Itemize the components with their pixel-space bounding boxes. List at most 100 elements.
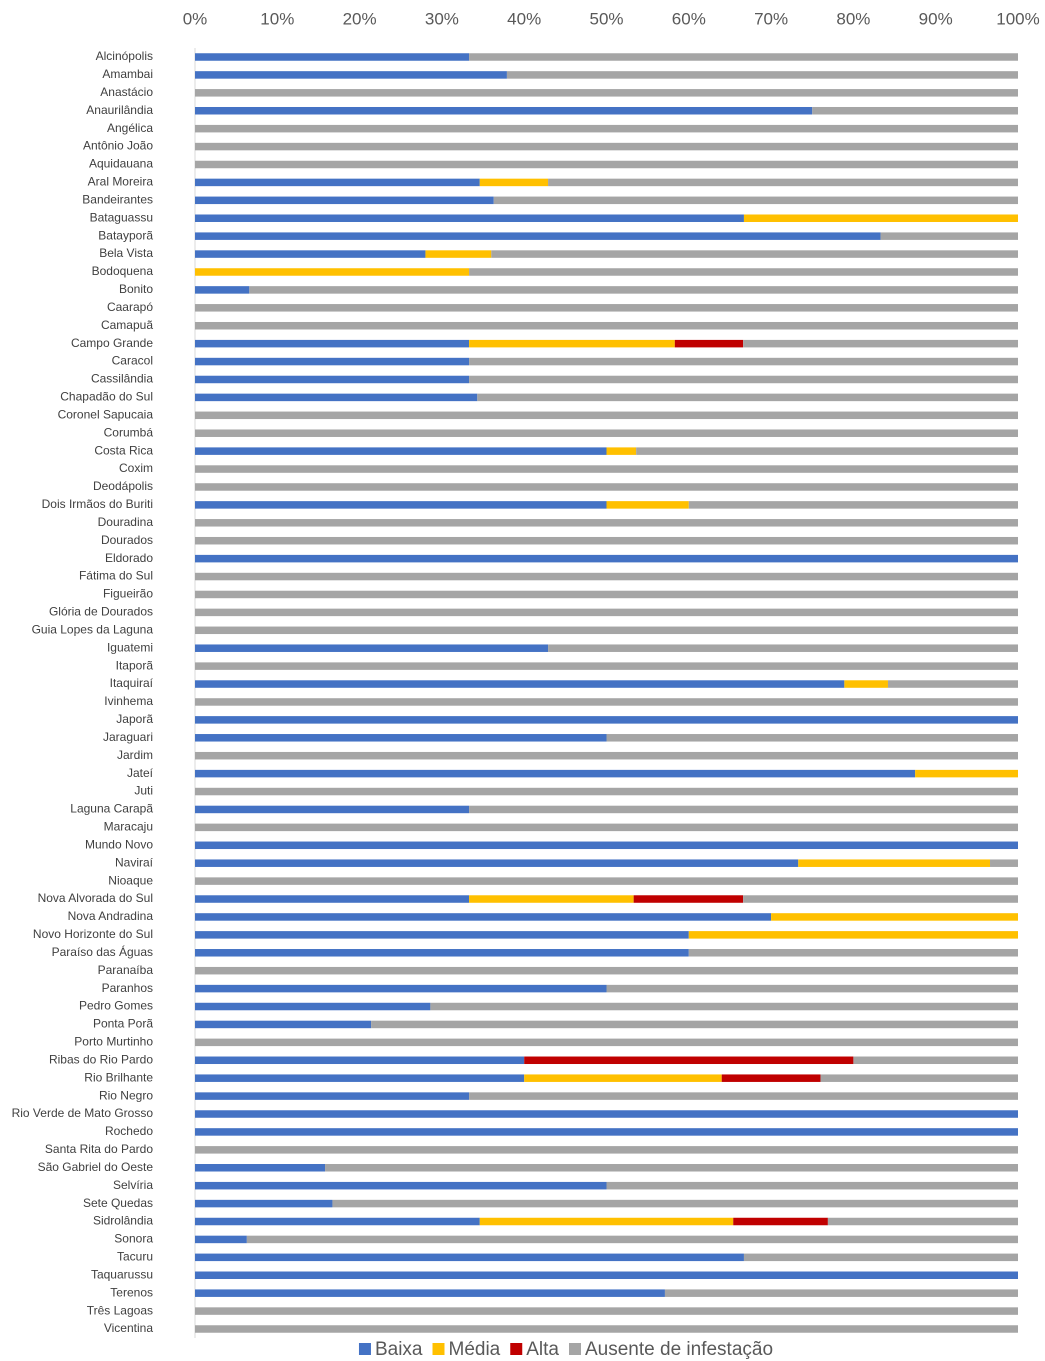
bar-segment — [743, 1253, 1018, 1262]
bar-segment — [844, 680, 888, 688]
bar-segment — [990, 859, 1018, 867]
y-tick-label: Japorã — [116, 712, 153, 726]
y-tick-label: Ivinhema — [104, 694, 153, 708]
bar-segment — [195, 268, 470, 276]
y-tick-label: Selvíria — [113, 1178, 153, 1192]
y-tick-label: Jateí — [127, 766, 154, 780]
bar-segment — [195, 447, 607, 455]
y-tick-label: Campo Grande — [71, 336, 153, 350]
y-tick-label: Deodápolis — [93, 479, 153, 493]
x-tick-label: 100% — [996, 9, 1039, 28]
bar-segment — [195, 250, 426, 258]
bar-segment — [524, 1074, 722, 1082]
bar-segment — [688, 949, 1018, 957]
bar-segment — [195, 1164, 326, 1172]
bar-segment — [195, 823, 1018, 832]
bar-segment — [853, 1056, 1018, 1065]
bar-segment — [195, 984, 607, 993]
bar-segment — [195, 841, 1018, 850]
bar-segment — [606, 984, 1018, 993]
bar-segment — [820, 1074, 1018, 1082]
legend-swatch — [358, 1343, 371, 1355]
y-tick-label: Angélica — [107, 121, 153, 135]
x-tick-label: 30% — [425, 9, 459, 28]
y-tick-label: Eldorado — [105, 551, 153, 565]
bar-segment — [469, 1092, 1019, 1100]
y-tick-label: Rochedo — [105, 1124, 153, 1138]
bar-segment — [469, 375, 1019, 384]
y-tick-label: Batayporã — [98, 228, 153, 242]
bar-segment — [688, 501, 1018, 509]
bar-segment — [887, 680, 1018, 688]
legend-label: Ausente de infestação — [585, 1339, 773, 1360]
bar-segment — [491, 250, 1018, 258]
bar-segment — [195, 53, 470, 61]
y-tick-label: Antônio João — [83, 139, 153, 153]
bar-segment — [195, 949, 689, 957]
bar-segment — [195, 232, 881, 240]
y-tick-label: Tacuru — [117, 1250, 153, 1264]
bar-segment — [195, 608, 1018, 617]
bar-segment — [246, 1235, 1018, 1244]
bar-segment — [469, 805, 1019, 814]
bar-segment — [633, 895, 744, 903]
bar-segment — [195, 1289, 665, 1297]
bar-segment — [688, 931, 1018, 939]
x-tick-label: 10% — [260, 9, 294, 28]
bar-segment — [195, 877, 1018, 885]
y-tick-label: Iguatemi — [107, 640, 153, 654]
bar-segment — [477, 393, 1018, 402]
y-tick-label: Juti — [134, 784, 153, 798]
y-tick-label: Bonito — [119, 282, 153, 296]
y-tick-label: Paranaíba — [98, 963, 154, 977]
bar-segment — [195, 554, 1018, 563]
y-tick-label: Aral Moreira — [88, 175, 154, 189]
y-tick-label: Terenos — [110, 1285, 153, 1299]
bar-segment — [195, 590, 1018, 599]
bar-segment — [195, 1199, 333, 1208]
bar-segment — [195, 626, 1018, 635]
y-tick-label: Sonora — [114, 1232, 153, 1246]
y-tick-label: Pedro Gomes — [79, 999, 153, 1013]
y-tick-label: Anaurilândia — [86, 103, 153, 117]
bar-segment — [195, 966, 1018, 975]
bar-segment — [195, 1271, 1018, 1280]
x-tick-label: 50% — [589, 9, 623, 28]
y-tick-label: Fátima do Sul — [79, 569, 153, 583]
bar-segment — [195, 1038, 1018, 1047]
y-tick-label: Ribas do Rio Pardo — [49, 1052, 153, 1066]
bar-segment — [195, 572, 1018, 581]
bar-segment — [195, 913, 772, 921]
bar-segment — [524, 1056, 854, 1065]
y-tick-label: Naviraí — [115, 855, 154, 869]
y-tick-label: Aquidauana — [89, 157, 153, 171]
legend-label: Baixa — [375, 1339, 423, 1360]
legend-label: Média — [449, 1339, 501, 1360]
bar-segment — [195, 1074, 525, 1082]
bar-segment — [195, 1325, 1018, 1333]
bar-segment — [195, 321, 1018, 330]
y-tick-label: Glória de Dourados — [49, 605, 153, 619]
y-tick-label: Rio Brilhante — [84, 1070, 153, 1084]
y-tick-label: Figueirão — [103, 587, 153, 601]
bar-segment — [606, 447, 637, 455]
bar-segment — [195, 698, 1018, 706]
bar-segment — [195, 89, 1018, 97]
bar-segment — [249, 286, 1018, 294]
y-tick-label: Amambai — [102, 67, 153, 81]
y-tick-label: Rio Verde de Mato Grosso — [12, 1106, 154, 1120]
bar-segment — [195, 339, 470, 348]
bar-segment — [195, 536, 1018, 545]
bar-segment — [195, 286, 250, 294]
y-tick-label: Cassilândia — [91, 372, 153, 386]
bar-segment — [195, 716, 1018, 724]
bar-segment — [827, 1217, 1018, 1226]
bar-segment — [195, 734, 607, 742]
bar-segment — [479, 1217, 734, 1226]
x-tick-label: 20% — [343, 9, 377, 28]
legend-swatch — [510, 1343, 523, 1355]
y-tick-label: Vicentina — [104, 1321, 153, 1335]
y-tick-label: Caracol — [112, 354, 153, 368]
bar-segment — [506, 71, 1018, 79]
